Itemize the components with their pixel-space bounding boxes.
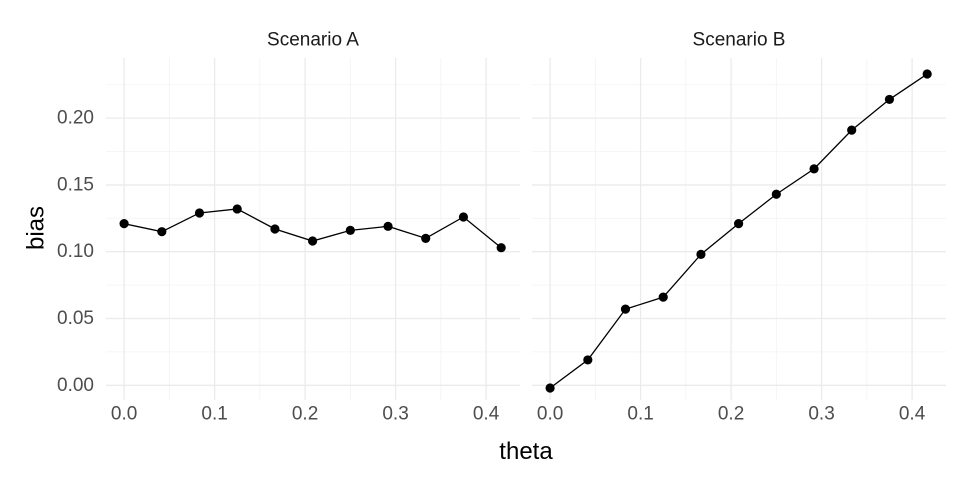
data-point — [383, 221, 393, 231]
x-tick-label: 0.1 — [627, 404, 653, 425]
panel-title: Scenario B — [693, 30, 786, 51]
x-tick-label: 0.0 — [537, 404, 563, 425]
data-point — [583, 355, 593, 365]
data-point — [119, 219, 129, 229]
x-axis-title: theta — [499, 438, 553, 465]
panel-title: Scenario A — [267, 30, 359, 51]
data-point — [884, 94, 895, 105]
data-point — [345, 225, 355, 235]
data-point — [696, 249, 706, 259]
x-tick-label: 0.4 — [473, 404, 500, 425]
chart-panel-2: Scenario B 0.0 0.1 0.2 0.3 0.4 — [532, 30, 946, 425]
y-tick-label: 0.15 — [57, 174, 94, 195]
data-point — [232, 204, 242, 214]
y-axis-title: bias — [23, 206, 50, 250]
chart-panel-1: Scenario A 0.0 0.1 0.2 0.3 0.4 — [106, 30, 520, 425]
data-point — [458, 212, 469, 222]
data-point — [620, 304, 631, 314]
x-tick-label: 0.3 — [808, 404, 834, 425]
data-point — [809, 164, 819, 174]
x-tick-label: 0.4 — [899, 404, 926, 425]
x-tick-label: 0.0 — [111, 404, 137, 425]
data-point — [733, 219, 744, 229]
data-point — [545, 383, 555, 393]
x-tick-label: 0.1 — [201, 404, 227, 425]
data-point — [658, 292, 668, 302]
x-tick-label: 0.2 — [292, 404, 318, 425]
y-tick-label: 0.00 — [57, 375, 94, 396]
data-point — [922, 69, 932, 79]
y-tick-label: 0.20 — [57, 108, 94, 129]
data-point — [421, 233, 431, 243]
data-point — [847, 125, 857, 135]
x-tick-label: 0.2 — [718, 404, 744, 425]
y-tick-label: 0.05 — [57, 308, 94, 329]
data-point — [496, 243, 506, 253]
data-point — [307, 236, 318, 246]
series-line — [549, 73, 928, 389]
data-point — [270, 224, 280, 234]
data-point — [771, 189, 781, 199]
y-tick-label: 0.10 — [57, 241, 94, 262]
data-point — [157, 227, 167, 237]
x-tick-label: 0.3 — [382, 404, 408, 425]
data-point — [194, 208, 205, 218]
